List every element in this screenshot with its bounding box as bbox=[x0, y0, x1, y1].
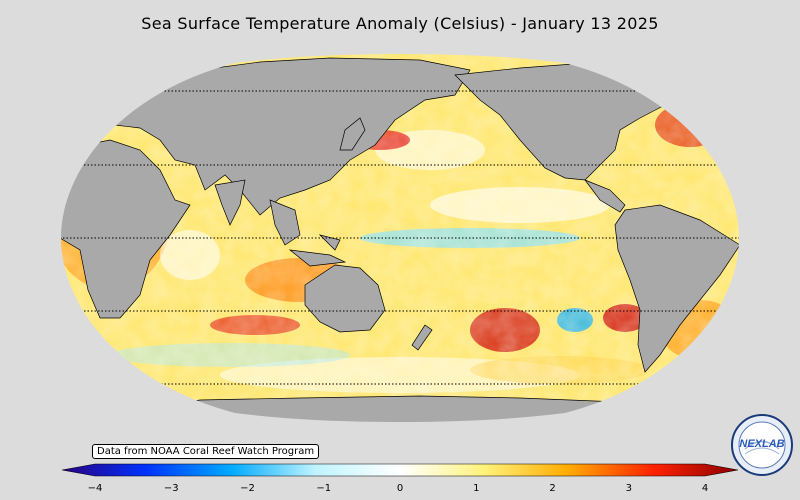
globe-outline bbox=[58, 52, 742, 424]
colorbar-tick-label: 0 bbox=[396, 483, 404, 494]
source-note: Data from NOAA Coral Reef Watch Program bbox=[92, 444, 320, 459]
colorbar-tick-label: 3 bbox=[625, 483, 632, 494]
colorbar-tick-label: 4 bbox=[701, 483, 709, 494]
svg-text:NEXLAB: NEXLAB bbox=[739, 438, 784, 450]
colorbar-tick-label: −4 bbox=[87, 483, 103, 494]
colorbar-tick-label: −1 bbox=[316, 483, 332, 494]
nexlab-logo: NEXLAB bbox=[731, 414, 793, 476]
colorbar-tick-label: 2 bbox=[549, 483, 556, 494]
colorbar-tick-label: −2 bbox=[240, 483, 255, 494]
colorbar bbox=[61, 463, 739, 477]
colorbar-tick-label: 1 bbox=[473, 483, 480, 494]
chart-title: Sea Surface Temperature Anomaly (Celsius… bbox=[141, 14, 659, 33]
colorbar-tick-label: −3 bbox=[163, 483, 179, 494]
